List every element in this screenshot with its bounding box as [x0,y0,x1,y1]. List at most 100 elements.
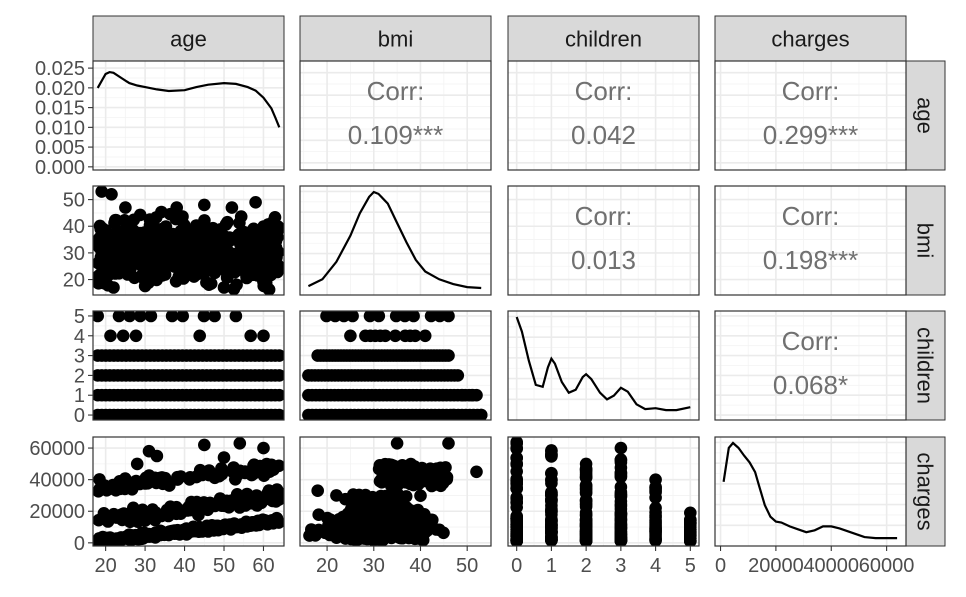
scatter-point [451,369,465,382]
scatter-point [238,466,252,480]
scatter-point [105,188,118,201]
scatter-point [614,441,628,455]
panel-content [93,311,284,420]
y-tick-label: 0.025 [35,58,85,80]
scatter-point [93,277,105,290]
scatter-point [407,311,420,323]
scatter-point [130,457,144,471]
scatter-point [165,311,179,323]
scatter-point [272,492,284,506]
panel-border [92,60,285,171]
x-tick-label: 3 [615,555,626,577]
y-tick-label: 50 [63,190,85,212]
scatter-point [193,329,206,343]
y-tick-label: 0.010 [35,117,85,139]
panel-content [722,441,898,540]
y-tick-label: 0 [74,405,85,427]
panel-border [507,60,700,171]
y-tick-label: 1 [74,385,85,407]
strip-right-age [904,60,946,171]
scatter-point [372,311,386,323]
panel-bmi-charges: Corr: 0.198*** [714,185,907,296]
y-tick-label: 20 [63,270,85,292]
scatter-point [357,495,370,508]
x-tick-label: 2 [581,555,592,577]
strip-top-label-bmi: bmi [378,27,413,52]
scatter-point [446,408,460,420]
scatter-point [163,479,176,492]
scatter-point [229,311,243,323]
scatter-point [208,311,221,323]
scatter-point [225,201,239,214]
y-tick-label: 0.005 [35,137,85,159]
corr-value-children-charges: 0.068* [773,370,848,400]
x-tick-label: 30 [134,555,156,577]
x-tick-label: 50 [456,555,478,577]
panel-children-children [507,310,700,421]
scatter-point [262,492,276,505]
x-tick-label: 4 [650,555,661,577]
scatter-point [614,514,628,527]
scatter-point [442,437,455,450]
scatter-point [243,248,256,262]
y-tick-label: 0 [74,533,85,555]
strip-top-age [92,15,285,62]
scatter-point [227,461,240,474]
scatter-point [94,222,107,236]
corr-label: Corr: [782,201,840,231]
scatter-point [418,329,432,343]
scatter-point [249,196,262,209]
scatter-point [246,268,259,282]
scatter-point [150,273,163,287]
scatter-point [104,329,117,343]
scatter-point [510,458,523,471]
strip-top-charges [714,15,907,62]
scatter-point [108,250,121,263]
x-tick-label: 20 [316,555,338,577]
scatter-point [127,224,140,237]
scatter-point [197,235,211,249]
scatter-point [273,349,284,362]
scatter-point [442,349,455,362]
scatter-point [401,505,414,518]
scatter-point [208,241,221,254]
scatter-point [198,198,211,212]
panel-content [93,186,284,295]
scatter-point [430,523,443,536]
scatter-point [94,234,108,247]
scatter-point [111,225,124,238]
corr-value-bmi-charges: 0.198*** [763,245,858,275]
scatter-point [150,449,164,463]
panel-bmi-bmi [299,185,492,296]
scatter-point [112,311,126,323]
scatter-point [614,466,628,480]
scatter-point [545,444,558,457]
y-tick-label: 40 [63,216,85,238]
scatter-point [123,311,136,323]
scatter-point [124,529,138,542]
scatter-point [116,329,130,343]
corr-label: Corr: [575,76,633,106]
scatter-point [162,509,175,523]
scatter-point [273,408,284,420]
scatter-point [204,277,218,290]
y-tick-label: 60000 [29,438,85,460]
corr-label: Corr: [782,76,840,106]
scatter-point [434,469,448,482]
scatter-point [93,534,105,546]
scatter-point [101,264,115,277]
panel-age-age [92,60,285,171]
panel-charges-bmi [299,436,492,547]
scatter-point [510,514,523,527]
panel-content [307,190,482,290]
x-tick-label: 5 [685,555,696,577]
x-tick-label: 40 [409,555,431,577]
panel-border [92,310,285,421]
x-tick-label: 0 [715,555,726,577]
scatter-point [267,233,281,246]
panel-content [96,70,281,128]
scatter-point [119,201,132,214]
panel-border [714,185,907,296]
scatter-point [186,261,199,275]
scatter-point [217,281,231,294]
